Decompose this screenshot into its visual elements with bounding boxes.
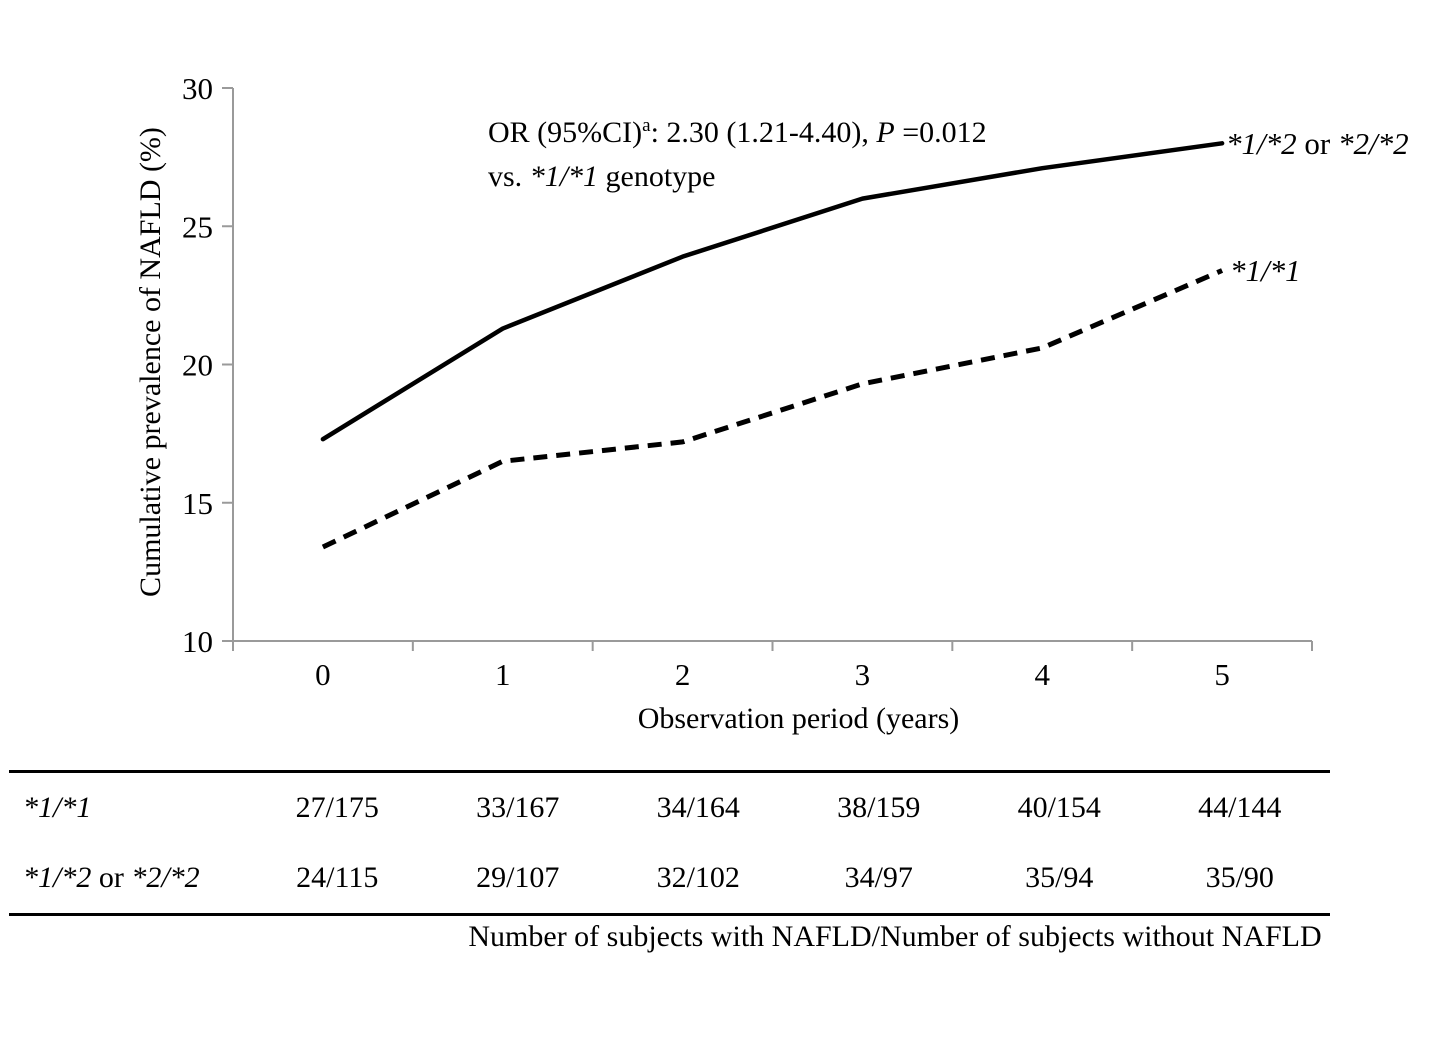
series-label-dashed-text: *1/*1 — [1230, 253, 1301, 288]
x-tick-label: 5 — [1214, 657, 1230, 692]
series-label-variant: *1/*2 or *2/*2 — [1226, 126, 1409, 162]
table-footnote: Number of subjects with NAFLD/Number of … — [468, 920, 1322, 953]
y-tick-label: 10 — [182, 624, 213, 659]
table-cell: 35/90 — [1205, 861, 1274, 894]
row-label-variant-or: or — [91, 861, 132, 894]
stat-annotation-line2: vs. *1/*1 genotype — [488, 155, 987, 199]
x-axis-title: Observation period (years) — [637, 702, 960, 735]
table-cell: 24/115 — [296, 861, 379, 894]
table-cell: 33/167 — [476, 791, 560, 824]
x-tick-label: 0 — [315, 657, 331, 692]
x-tick-label: 1 — [495, 657, 511, 692]
series-label-solid-or: or — [1296, 126, 1338, 161]
x-tick-label: 3 — [855, 657, 871, 692]
table-cell: 27/175 — [295, 791, 379, 824]
series-label-wildtype: *1/*1 — [1230, 253, 1301, 289]
chart-svg: 30 25 20 15 10 0 1 2 3 4 5 — [182, 71, 1313, 692]
table-cell: 38/159 — [837, 791, 921, 824]
row-label-wildtype: *1/*1 — [23, 791, 92, 824]
x-tick-label: 2 — [675, 657, 691, 692]
table-cell: 35/94 — [1025, 861, 1094, 894]
y-tick-label: 20 — [182, 348, 213, 383]
row-label-variant-b: *2/*2 — [131, 861, 200, 894]
table-cell: 32/102 — [656, 861, 740, 894]
table-cell: 34/97 — [844, 861, 913, 894]
series-label-solid-b: *2/*2 — [1337, 126, 1409, 161]
y-tick-label: 25 — [182, 209, 213, 244]
subjects-at-risk-table: *1/*1 27/175 33/167 34/164 38/159 40/154… — [9, 770, 1330, 916]
vs-genotype: *1/*1 — [529, 160, 599, 193]
y-tick-label: 15 — [182, 486, 213, 521]
table-cell: 29/107 — [476, 861, 560, 894]
series-label-solid-a: *1/*2 — [1226, 126, 1297, 161]
x-tick-label: 4 — [1035, 657, 1051, 692]
stat-annotation: OR (95%CI)a: 2.30 (1.21-4.40), P =0.012 … — [488, 104, 987, 199]
p-value: =0.012 — [894, 116, 987, 149]
table-cell: 40/154 — [1017, 791, 1101, 824]
series-line-dashed — [321, 268, 1224, 550]
genotype-word: genotype — [598, 160, 716, 193]
row-label-variant-a: *1/*2 — [23, 861, 92, 894]
vs-text: vs. — [488, 160, 530, 193]
series-line-solid — [320, 141, 1225, 442]
footnote-marker-a: a — [642, 115, 651, 136]
p-symbol: P — [876, 116, 895, 149]
table-row-variant: *1/*2 or *2/*2 24/115 29/107 32/102 34/9… — [9, 843, 1330, 915]
row-label-variant: *1/*2 or *2/*2 — [9, 843, 247, 915]
stat-annotation-line1: OR (95%CI)a: 2.30 (1.21-4.40), P =0.012 — [488, 104, 987, 155]
y-axis-title: Cumulative prevalence of NAFLD (%) — [134, 127, 167, 597]
table-cell: 34/164 — [656, 791, 740, 824]
or-value: : 2.30 (1.21-4.40), — [650, 116, 877, 149]
or-label: OR (95%CI) — [488, 116, 643, 149]
y-tick-label: 30 — [182, 71, 213, 106]
table-row-wildtype: *1/*1 27/175 33/167 34/164 38/159 40/154… — [9, 772, 1330, 844]
table-cell: 44/144 — [1198, 791, 1282, 824]
